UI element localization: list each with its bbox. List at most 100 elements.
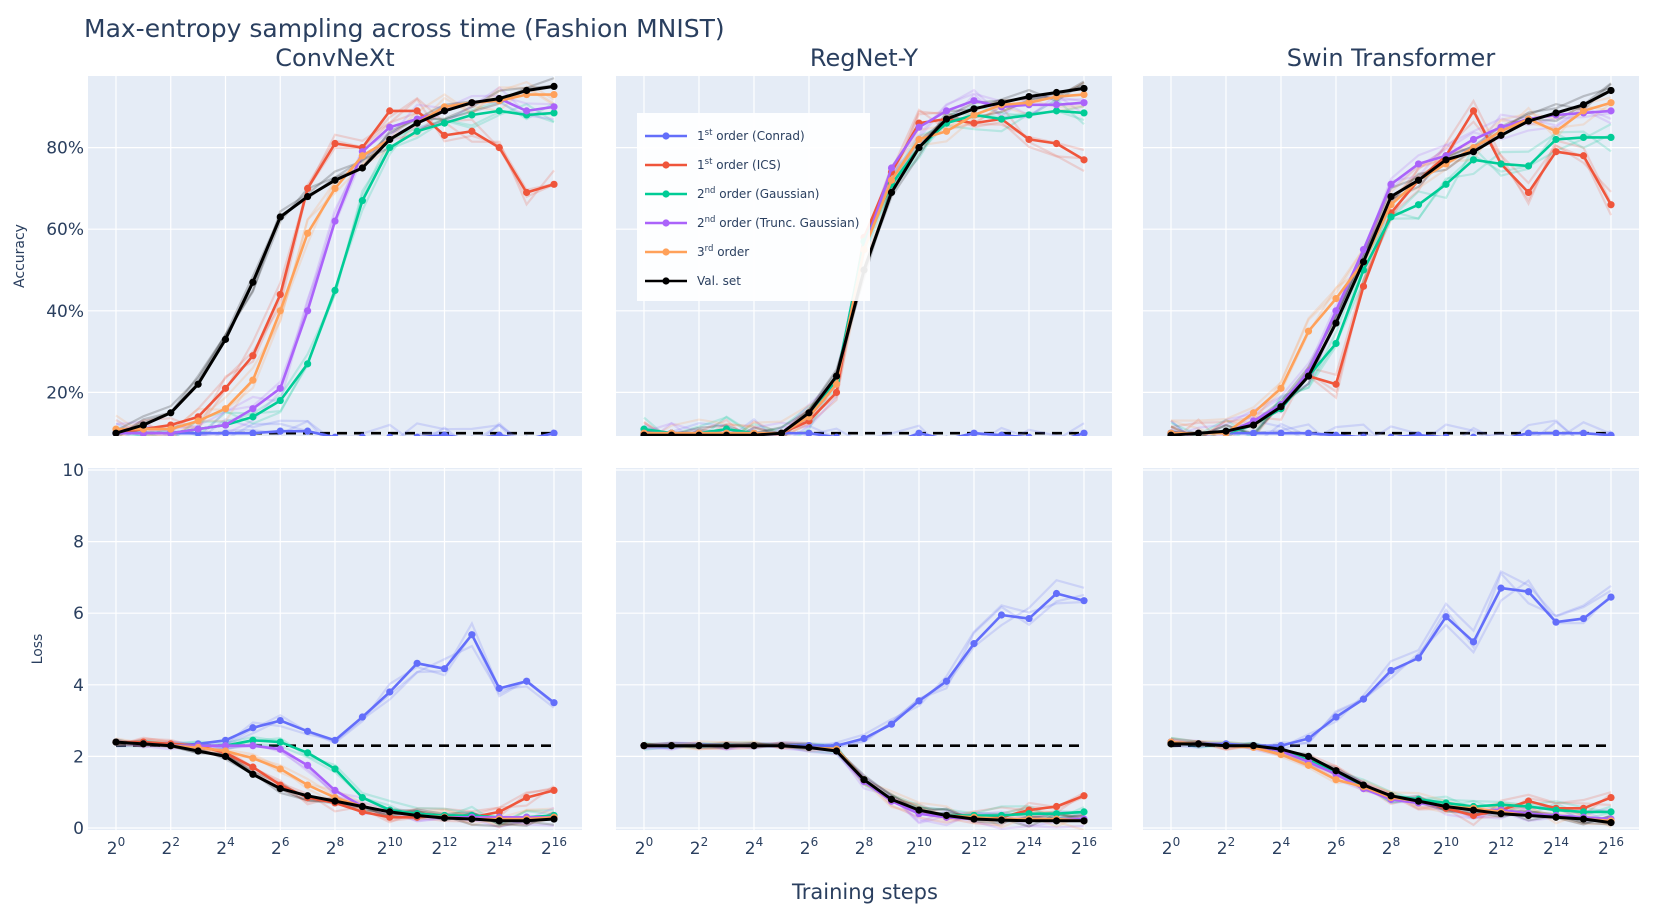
point-val [1497,810,1505,818]
point-val [1607,86,1615,95]
y-axis-title: Loss [30,634,46,665]
point-conrad [1552,618,1560,626]
point-conrad [970,640,978,648]
x-tick-label: 216 [1598,835,1624,859]
point-conrad [1607,593,1615,601]
legend-swatch-marker [662,248,670,256]
point-val [112,738,120,746]
point-conrad [1053,438,1060,445]
point-val [194,380,202,388]
point-conrad [887,720,896,728]
point-ics [495,144,503,152]
point-ics [832,388,841,396]
point-val [640,742,648,750]
point-conrad [1277,429,1285,436]
point-conrad [1442,613,1450,621]
point-conrad [1387,433,1395,436]
point-trunc [523,107,531,115]
point-val [832,747,841,755]
point-val [1469,148,1478,156]
point-val [1249,421,1258,429]
point-ics [1052,139,1061,148]
point-val [139,740,147,748]
point-ics [1524,797,1533,805]
x-tick-label: 24 [745,835,763,859]
point-ics [221,384,230,392]
plot-area [112,77,558,436]
series-line-conrad [116,429,555,436]
point-conrad [221,736,230,744]
point-ics [1607,793,1615,802]
point-val [942,115,951,123]
point-val [468,99,476,107]
point-ics [523,793,531,802]
point-ics [970,119,978,127]
point-trunc [1359,246,1368,254]
point-trunc [221,742,230,750]
point-conrad [276,717,284,725]
point-third [304,781,312,789]
point-third [358,152,366,160]
point-ics [249,763,257,771]
point-conrad [413,433,421,436]
legend-swatch-marker [662,132,670,140]
y-tick-label: 4 [73,676,84,696]
point-gaussian [1469,156,1478,164]
run-line-conrad [115,419,555,436]
point-trunc [1080,99,1088,107]
point-val [832,372,841,380]
point-val [249,770,257,778]
run-line-gaussian [1170,739,1612,821]
point-val [1414,176,1423,184]
point-gaussian [276,396,284,405]
point-val [1607,819,1615,827]
point-third [1579,107,1588,115]
point-conrad [1304,429,1313,436]
point-val [1552,813,1560,821]
point-conrad [523,677,531,685]
point-val [915,144,923,152]
point-gaussian [1497,801,1505,809]
plot-area [1167,82,1615,436]
point-third [1332,776,1340,784]
point-conrad [1499,435,1503,436]
point-val [413,811,421,820]
point-ics [386,813,394,821]
legend-item: Val. set [645,274,741,288]
point-ics [358,808,366,816]
point-conrad [358,713,366,721]
point-gaussian [1080,808,1088,816]
x-tick-label: 26 [1327,835,1345,859]
legend-item: 2nd order (Trunc. Gaussian) [645,215,859,230]
point-val [695,742,703,750]
x-tick-label: 214 [1016,835,1042,859]
point-trunc [942,107,951,115]
point-val [358,802,366,811]
point-val [468,815,476,823]
point-conrad [1470,433,1477,436]
point-val [1277,403,1285,411]
point-val [1052,817,1061,825]
legend-item: 3rd order [645,244,749,259]
point-conrad [1359,695,1368,703]
point-gaussian [1025,810,1033,818]
point-gaussian [1442,180,1450,188]
point-gaussian [249,736,257,744]
x-tick-label: 24 [1272,835,1290,859]
point-third [1277,751,1285,759]
subplot-loss [1143,468,1639,830]
point-val [221,335,230,343]
point-third [550,90,558,99]
point-gaussian [1524,802,1533,811]
point-conrad [331,736,339,744]
legend-label: 1st order (ICS) [697,157,781,172]
panel-title: ConvNeXt [275,44,394,72]
legend-box [637,113,870,301]
point-trunc [221,421,230,429]
point-val [1304,752,1313,761]
point-conrad [942,677,951,685]
point-ics [304,184,312,192]
point-val [860,776,868,784]
point-val [805,743,813,752]
point-trunc [304,761,312,769]
